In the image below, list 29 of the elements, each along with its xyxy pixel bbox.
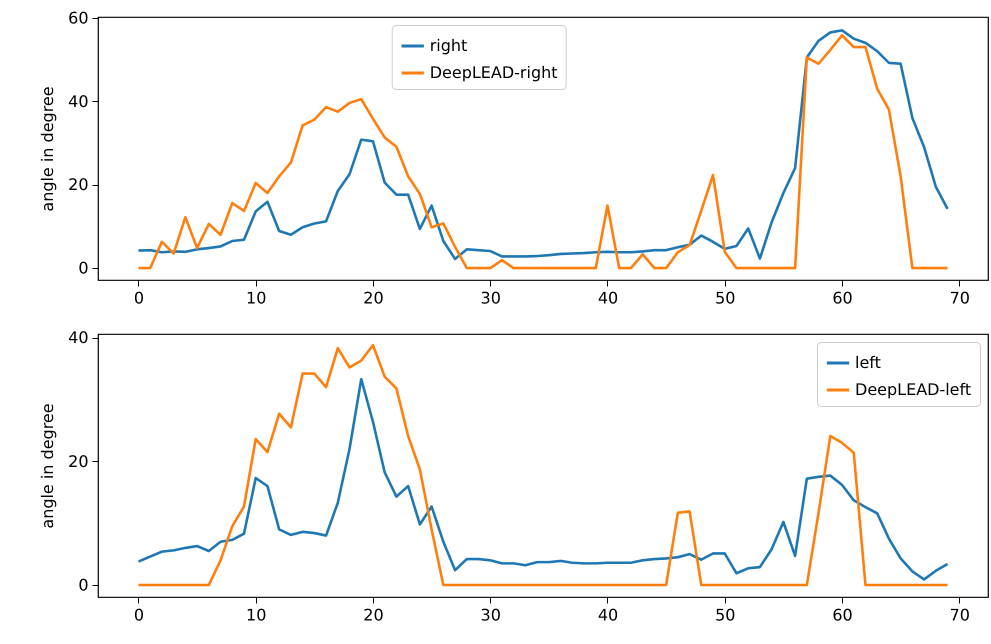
y-tick-label: 0 [78, 576, 88, 595]
y-tick-label: 20 [68, 452, 88, 471]
x-tick-label: 20 [363, 288, 384, 308]
x-tick-label: 50 [715, 606, 736, 624]
legend-label: left [855, 353, 881, 372]
legend-label: right [430, 36, 468, 55]
x-tick-label: 10 [246, 288, 266, 308]
y-tick-label: 60 [68, 8, 88, 28]
x-tick-label: 30 [480, 288, 501, 308]
x-tick-label: 0 [134, 288, 144, 308]
legend-label: DeepLEAD-right [430, 63, 558, 82]
x-tick-label: 60 [832, 288, 853, 308]
x-tick-label: 30 [480, 606, 501, 624]
x-tick-label: 70 [950, 288, 970, 308]
x-tick-label: 40 [598, 606, 618, 624]
y-tick-label: 0 [78, 258, 88, 278]
x-tick-label: 60 [832, 606, 853, 624]
x-tick-label: 0 [134, 606, 144, 624]
x-tick-label: 10 [246, 606, 266, 624]
y-axis-title: angle in degree [38, 403, 58, 529]
x-tick-label: 70 [950, 606, 970, 624]
y-axis-title: angle in degree [38, 86, 58, 212]
x-tick-label: 50 [715, 288, 736, 308]
legend-label: DeepLEAD-left [855, 380, 972, 399]
x-tick-label: 20 [363, 606, 384, 624]
y-tick-label: 40 [68, 328, 88, 348]
x-tick-label: 40 [598, 288, 618, 308]
y-tick-label: 20 [68, 175, 88, 194]
y-tick-label: 40 [68, 92, 88, 111]
